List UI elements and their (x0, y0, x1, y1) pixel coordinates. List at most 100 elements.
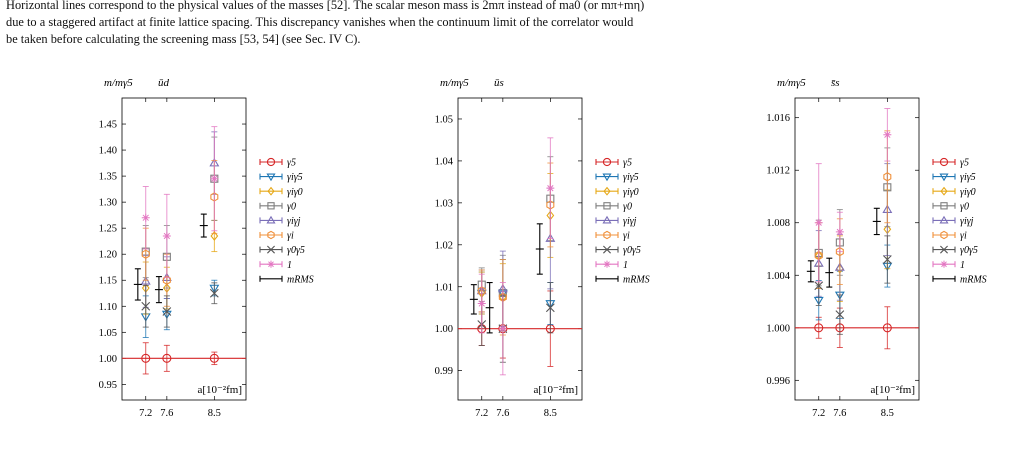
plot-frame (457, 97, 583, 401)
legend-entry-gi: γi (259, 231, 294, 242)
legend-entry-g5: γ5 (259, 158, 296, 169)
legend-label: 1 (287, 260, 292, 271)
rms-point (825, 257, 834, 288)
legend-entry-gigj: γiγj (595, 215, 637, 227)
caption-line-1: Horizontal lines correspond to the physi… (6, 0, 645, 12)
y-tick-label: 1.05 (435, 114, 453, 125)
series-g5 (141, 342, 219, 375)
legend-entry-g5: γ5 (595, 158, 632, 169)
legend-entry-gi: γi (932, 231, 967, 242)
legend-label: mRMS (623, 274, 650, 285)
legend-label: γ0γ5 (287, 245, 305, 256)
x-tick-label: 8.5 (544, 408, 557, 419)
legend-entry-g0g5: γ0γ5 (259, 245, 305, 256)
data-point (883, 108, 892, 162)
legend-label: γ0 (960, 201, 969, 212)
rms-point (872, 207, 881, 236)
legend-label: γi (287, 231, 294, 242)
legend-label: γiγ0 (960, 187, 976, 198)
legend-entry-one: 1 (595, 260, 628, 271)
series-g0 (141, 136, 219, 289)
legend: γ5 γiγ5 γiγ0 γ0 γiγj γi γ0γ5 1 mRMS (259, 158, 314, 285)
rms-point (485, 282, 494, 334)
series-gi (814, 130, 892, 289)
legend-label: γiγj (287, 216, 301, 227)
y-tick-label: 1.000 (766, 323, 790, 334)
series-gig0 (814, 189, 892, 302)
data-point (814, 316, 824, 339)
legend: γ5 γiγ5 γiγ0 γ0 γiγj γi γ0γ5 1 mRMS (932, 158, 987, 285)
x-axis-label: a[10⁻²fm] (197, 384, 242, 396)
y-tick-label: 1.15 (99, 276, 117, 287)
legend-label: γ5 (960, 158, 969, 169)
rms-point (535, 223, 544, 275)
legend-label: γiγ0 (623, 187, 639, 198)
y-tick-label: 1.03 (435, 198, 453, 209)
legend-entry-g0: γ0 (259, 201, 296, 212)
y-tick-label: 1.40 (99, 146, 117, 157)
rms-point (806, 260, 815, 283)
x-axis-label: a[10⁻²fm] (533, 384, 578, 396)
chart-panel-ss: m/mγ5 s̄s 0.996 1.000 1.004 1.008 1.012 1.016 7.… (735, 70, 1025, 424)
data-point (141, 342, 151, 375)
series-g0 (814, 147, 892, 287)
series-one (477, 137, 555, 376)
legend-entry-one: 1 (932, 260, 965, 271)
y-axis-label: m/mγ5 (440, 77, 469, 89)
y-axis-label: m/mγ5 (104, 77, 133, 89)
legend-label: γi (623, 231, 630, 242)
chart-us: m/mγ5 ūs 0.99 1.00 1.01 1.02 1.03 1.04 1.05 7.2 7.… (435, 77, 650, 419)
y-tick-label: 1.10 (99, 302, 117, 313)
x-tick-label: 7.6 (160, 408, 173, 419)
legend-label: γ0γ5 (960, 245, 978, 256)
chart-title: s̄s (831, 77, 840, 89)
legend-label: γ0 (623, 201, 632, 212)
legend-entry-one: 1 (259, 260, 292, 271)
legend-entry-gig5: γiγ5 (259, 172, 303, 183)
caption-line-2: due to a staggered artifact at finite la… (6, 15, 634, 29)
legend-entry-g5: γ5 (932, 158, 969, 169)
legend-label: γ5 (287, 158, 296, 169)
legend-label: γiγ5 (960, 172, 976, 183)
chart-panel-us: m/mγ5 ūs 0.99 1.00 1.01 1.02 1.03 1.04 1.05 7.2 7.… (398, 70, 688, 424)
legend-label: mRMS (960, 274, 987, 285)
legend-entry-g0g5: γ0γ5 (595, 245, 641, 256)
series-gigj (140, 131, 220, 308)
legend-entry-gig0: γiγ0 (259, 186, 303, 198)
legend-entry-rms: mRMS (932, 274, 987, 285)
data-point (162, 193, 171, 279)
series-one (141, 126, 219, 279)
data-point (498, 282, 507, 376)
plot-frame (794, 97, 920, 401)
series-g0g5 (141, 282, 219, 328)
legend-label: γ0 (287, 201, 296, 212)
x-axis-label: a[10⁻²fm] (870, 384, 915, 396)
data-point (814, 163, 823, 283)
x-tick-label: 8.5 (208, 408, 221, 419)
legend-label: γi (960, 231, 967, 242)
data-point (882, 306, 892, 350)
data-point (835, 211, 844, 253)
y-tick-label: 1.02 (435, 240, 453, 251)
rms-point (154, 276, 163, 304)
data-point (141, 186, 150, 250)
y-tick-label: 1.05 (99, 328, 117, 339)
x-tick-label: 7.2 (475, 408, 488, 419)
y-tick-label: 1.016 (766, 113, 790, 124)
legend-entry-gigj: γiγj (932, 215, 974, 227)
legend-label: 1 (960, 260, 965, 271)
data-point (210, 126, 219, 232)
chart-panel-ud: m/mγ5 ūd 0.95 1.00 1.05 1.10 1.15 1.20 1.25 1.30 1… (62, 70, 352, 424)
y-tick-label: 1.45 (99, 120, 117, 131)
legend-entry-g0: γ0 (595, 201, 632, 212)
y-tick-label: 1.04 (435, 156, 454, 167)
legend-label: γ0γ5 (623, 245, 641, 256)
legend-label: γ5 (623, 158, 632, 169)
legend-label: γiγ0 (287, 187, 303, 198)
series-gig5 (813, 244, 893, 321)
chart-ud: m/mγ5 ūd 0.95 1.00 1.05 1.10 1.15 1.20 1.25 1.30 1… (99, 77, 314, 419)
y-tick-label: 1.30 (99, 198, 117, 209)
x-tick-label: 7.6 (496, 408, 509, 419)
legend-label: 1 (623, 260, 628, 271)
rms-point (469, 284, 478, 315)
